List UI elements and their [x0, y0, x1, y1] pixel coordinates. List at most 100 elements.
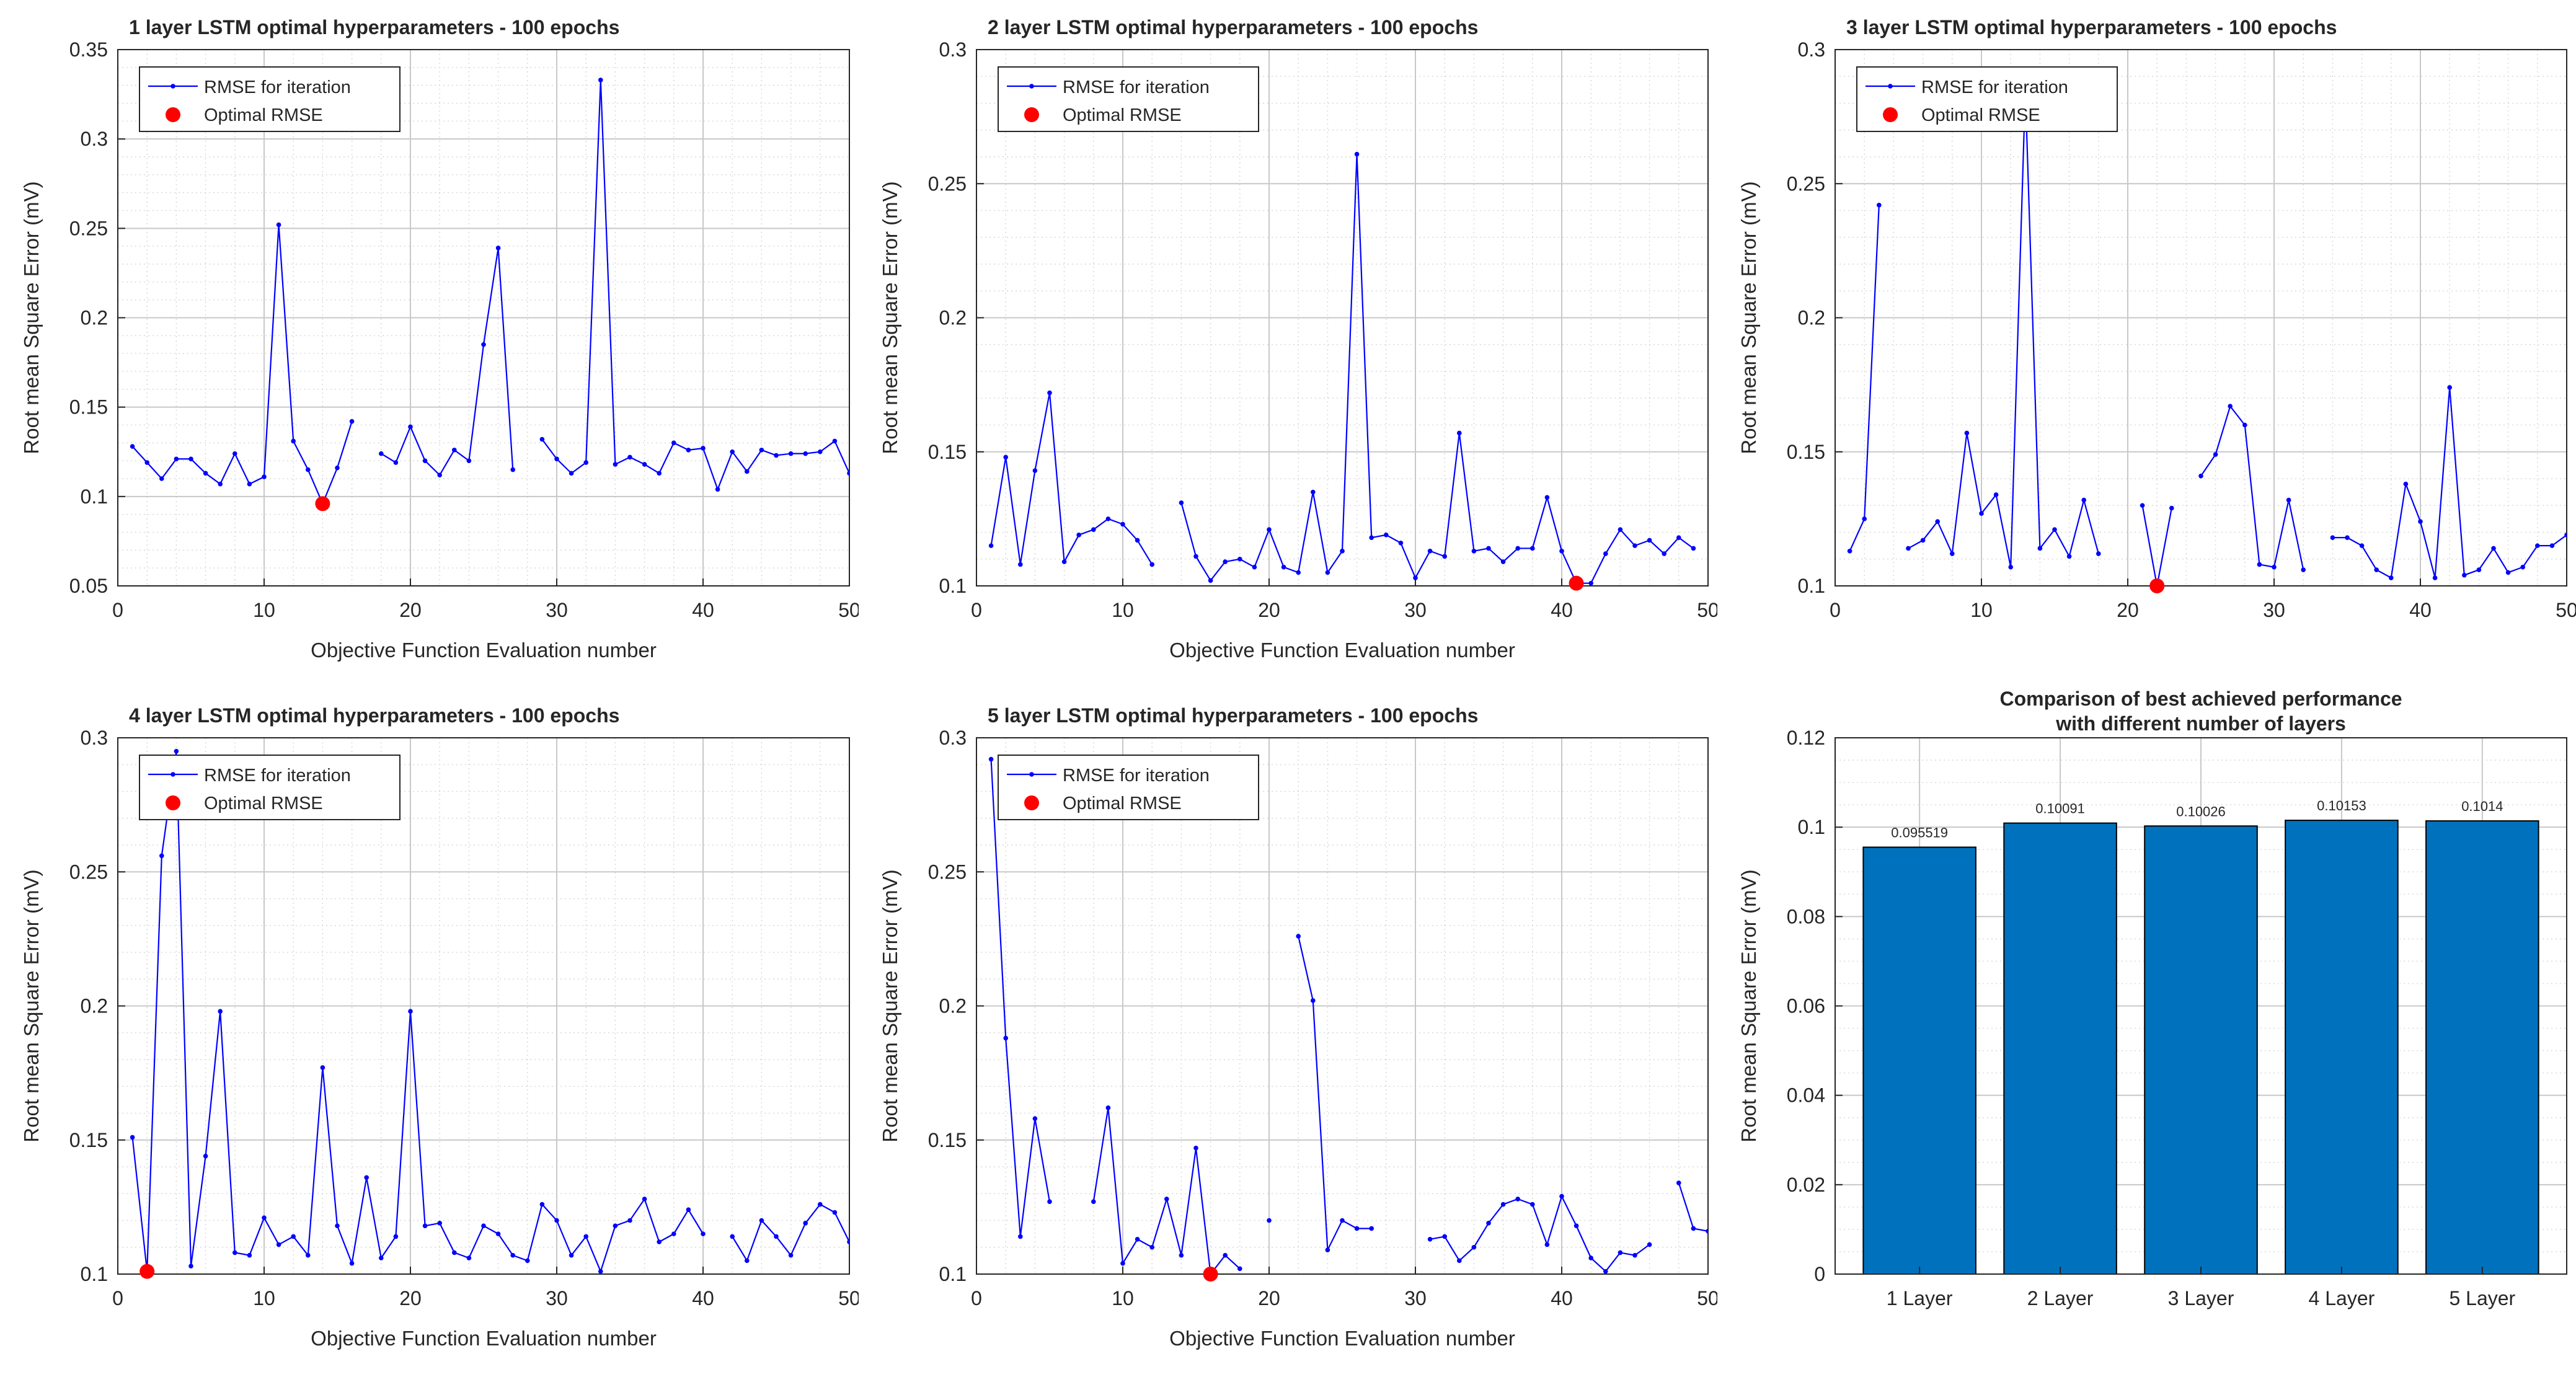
data-point: [988, 756, 994, 762]
data-point: [1647, 1242, 1652, 1247]
chart-1-layer-lstm: 0 10 20 30 40 50 0.05 0.1 0.15 0.2 0.25 0.3 0.35 1 la…: [20, 16, 859, 662]
plot-layer: [1847, 87, 2567, 586]
legend-label-optimal: Optimal RMSE: [1063, 794, 1182, 813]
data-point: [1120, 1260, 1125, 1266]
data-point: [701, 1231, 706, 1236]
legend: RMSE for iteration Optimal RMSE: [998, 66, 1259, 132]
x-tick-label: 40: [1551, 1287, 1573, 1309]
data-point: [1193, 1145, 1198, 1151]
data-point: [2447, 385, 2452, 390]
legend-label-iteration: RMSE for iteration: [1063, 77, 1210, 97]
data-point: [2169, 505, 2174, 511]
data-point: [1530, 546, 1535, 551]
data-point: [481, 1223, 486, 1228]
data-point: [1573, 1223, 1579, 1228]
data-point: [539, 436, 545, 442]
x-tick-label: 1 Layer: [1887, 1287, 1953, 1309]
data-point: [1164, 1197, 1169, 1202]
legend: RMSE for iteration Optimal RMSE: [1856, 66, 2118, 132]
data-point: [642, 462, 647, 467]
bar-data-label: 0.10026: [2176, 804, 2226, 819]
data-point: [1588, 1255, 1593, 1260]
bar: [2003, 822, 2117, 1275]
data-point: [1061, 559, 1067, 564]
data-point: [2476, 567, 2482, 572]
legend-label-optimal: Optimal RMSE: [204, 794, 323, 813]
data-point: [1296, 570, 1301, 575]
optimal-point: [1569, 575, 1584, 591]
y-tick-label: 0: [1814, 1263, 1825, 1285]
y-tick-label: 0.04: [1787, 1084, 1825, 1107]
data-point: [730, 449, 735, 454]
legend-box: [1856, 66, 2118, 132]
data-point: [1906, 546, 1911, 551]
data-point: [2418, 519, 2423, 524]
data-point: [422, 458, 428, 463]
data-point: [1354, 151, 1360, 157]
data-point: [393, 1234, 399, 1239]
legend-marker-icon: [170, 84, 175, 89]
optimal-point: [1203, 1267, 1218, 1282]
data-point: [1847, 548, 1852, 554]
data-point: [1676, 1180, 1681, 1185]
data-point: [335, 1223, 340, 1228]
chart-5-layer-lstm: 0 10 20 30 40 50 0.1 0.15 0.2 0.25 0.3 5 layer LSTM…: [879, 704, 1717, 1350]
data-point: [393, 460, 399, 465]
series-line-segment: [1430, 1194, 1650, 1273]
series-line-segment: [2200, 404, 2304, 570]
series-line-segment: [1298, 936, 1372, 1253]
data-point: [2505, 570, 2511, 575]
data-point: [174, 456, 179, 462]
x-tick-label: 30: [546, 1287, 568, 1309]
y-tick-label: 0.12: [1787, 727, 1825, 749]
data-point: [2359, 543, 2365, 548]
x-tick-label: 30: [546, 599, 568, 621]
data-point: [247, 1252, 252, 1258]
data-point: [247, 481, 252, 487]
data-point: [988, 543, 994, 548]
data-point: [583, 1234, 588, 1239]
data-point: [1267, 1218, 1272, 1223]
data-point: [2242, 422, 2247, 428]
series-line-segment: [131, 751, 704, 1273]
data-point: [1179, 500, 1184, 505]
legend-marker-icon: [1029, 772, 1034, 777]
legend-box: [998, 66, 1259, 132]
x-tick-label: 40: [692, 1287, 714, 1309]
data-point: [379, 451, 384, 456]
legend-label-iteration: RMSE for iteration: [1063, 766, 1210, 786]
data-point: [1515, 1197, 1520, 1202]
data-point: [1935, 519, 1940, 524]
y-tick-label: 0.3: [81, 727, 108, 749]
data-point: [1515, 546, 1520, 551]
data-point: [1544, 1242, 1550, 1247]
data-point: [1588, 580, 1593, 586]
data-point: [803, 1221, 808, 1226]
x-tick-label: 20: [1258, 1287, 1280, 1309]
series-line-segment: [1180, 154, 1694, 584]
data-point: [1076, 533, 1081, 538]
x-tick-label: 0: [971, 1287, 982, 1309]
data-point: [1237, 556, 1242, 562]
data-point: [1442, 554, 1447, 559]
data-point: [1018, 1234, 1023, 1239]
y-tick-label: 0.1: [1798, 816, 1825, 838]
data-point: [174, 748, 179, 754]
data-point: [1311, 998, 1316, 1003]
x-tick-label: 0: [971, 599, 982, 621]
data-point: [1486, 1221, 1491, 1226]
data-point: [1862, 516, 1867, 521]
data-point: [657, 471, 662, 476]
y-tick-label: 0.3: [939, 727, 967, 749]
y-tick-label: 0.15: [69, 396, 108, 418]
data-point: [613, 462, 618, 467]
x-tick-label: 10: [253, 1287, 275, 1309]
legend-marker-icon: [1029, 84, 1034, 89]
data-point: [1340, 548, 1345, 554]
data-point: [569, 1252, 574, 1258]
bar-data-label: 0.1014: [2461, 799, 2503, 814]
data-point: [1267, 527, 1272, 532]
data-point: [1471, 1244, 1477, 1250]
chart-title: 1 layer LSTM optimal hyperparameters - 1…: [129, 16, 619, 38]
data-point: [1632, 543, 1637, 548]
